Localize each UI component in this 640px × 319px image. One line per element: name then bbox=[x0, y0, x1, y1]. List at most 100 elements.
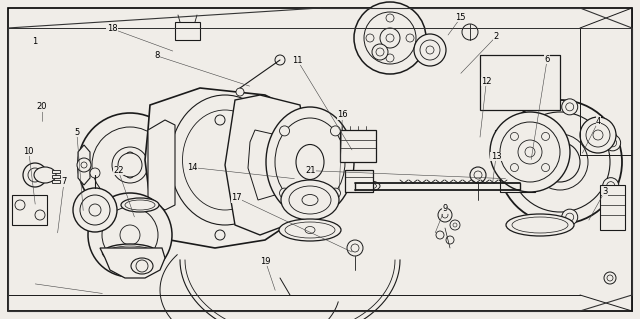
Text: 15: 15 bbox=[456, 13, 466, 22]
Text: 4: 4 bbox=[596, 117, 601, 126]
Circle shape bbox=[498, 100, 622, 224]
Ellipse shape bbox=[364, 183, 376, 189]
Circle shape bbox=[532, 134, 588, 190]
Ellipse shape bbox=[131, 258, 153, 274]
Bar bbox=[500, 170, 535, 192]
Polygon shape bbox=[100, 248, 165, 278]
Ellipse shape bbox=[279, 219, 341, 241]
Circle shape bbox=[35, 210, 45, 220]
Circle shape bbox=[215, 115, 225, 125]
Circle shape bbox=[386, 54, 394, 62]
Text: 10: 10 bbox=[24, 147, 34, 156]
Circle shape bbox=[28, 168, 42, 182]
Circle shape bbox=[376, 48, 384, 56]
Ellipse shape bbox=[302, 195, 318, 205]
Ellipse shape bbox=[125, 200, 155, 210]
Circle shape bbox=[364, 12, 416, 64]
Ellipse shape bbox=[266, 107, 354, 217]
Circle shape bbox=[605, 135, 621, 151]
Circle shape bbox=[607, 275, 613, 281]
Text: 2: 2 bbox=[493, 32, 499, 41]
Polygon shape bbox=[148, 120, 175, 210]
Circle shape bbox=[511, 164, 518, 172]
Text: 22: 22 bbox=[113, 166, 124, 175]
Circle shape bbox=[366, 34, 374, 42]
Text: 3: 3 bbox=[602, 187, 607, 196]
Polygon shape bbox=[145, 88, 300, 248]
Circle shape bbox=[609, 139, 616, 147]
Text: 13: 13 bbox=[491, 152, 501, 161]
Ellipse shape bbox=[506, 214, 574, 236]
Circle shape bbox=[562, 209, 578, 225]
Circle shape bbox=[514, 157, 526, 169]
Circle shape bbox=[280, 126, 289, 136]
Circle shape bbox=[347, 240, 363, 256]
Circle shape bbox=[372, 44, 388, 60]
Polygon shape bbox=[248, 130, 292, 200]
Ellipse shape bbox=[289, 186, 331, 214]
Polygon shape bbox=[52, 170, 60, 173]
Circle shape bbox=[89, 204, 101, 216]
Circle shape bbox=[354, 2, 426, 74]
Text: 14: 14 bbox=[187, 163, 197, 172]
Circle shape bbox=[173, 170, 177, 174]
Ellipse shape bbox=[285, 222, 335, 238]
Ellipse shape bbox=[512, 217, 568, 233]
Polygon shape bbox=[8, 8, 632, 311]
Ellipse shape bbox=[275, 118, 345, 206]
Ellipse shape bbox=[296, 145, 324, 180]
Bar bbox=[12, 195, 47, 225]
Bar bbox=[345, 170, 373, 192]
Circle shape bbox=[77, 158, 91, 172]
Ellipse shape bbox=[102, 244, 157, 262]
Circle shape bbox=[450, 220, 460, 230]
Text: 6: 6 bbox=[545, 55, 550, 63]
Circle shape bbox=[446, 236, 454, 244]
Circle shape bbox=[171, 168, 179, 176]
Circle shape bbox=[438, 208, 452, 222]
Circle shape bbox=[414, 34, 446, 66]
Circle shape bbox=[15, 200, 25, 210]
Circle shape bbox=[280, 188, 289, 198]
Circle shape bbox=[90, 168, 100, 178]
Ellipse shape bbox=[182, 110, 268, 210]
Ellipse shape bbox=[170, 95, 280, 225]
Circle shape bbox=[330, 126, 340, 136]
Circle shape bbox=[541, 132, 550, 140]
Circle shape bbox=[420, 40, 440, 60]
Circle shape bbox=[511, 132, 518, 140]
Text: 18: 18 bbox=[107, 24, 117, 33]
Ellipse shape bbox=[121, 198, 159, 212]
Circle shape bbox=[548, 150, 572, 174]
Circle shape bbox=[552, 154, 568, 170]
Text: 17: 17 bbox=[232, 193, 242, 202]
Text: 20: 20 bbox=[36, 102, 47, 111]
Circle shape bbox=[426, 46, 434, 54]
Polygon shape bbox=[225, 95, 310, 235]
Circle shape bbox=[73, 188, 117, 232]
Circle shape bbox=[88, 193, 172, 277]
Circle shape bbox=[136, 260, 148, 272]
Bar bbox=[175, 22, 200, 40]
Circle shape bbox=[118, 153, 142, 177]
Circle shape bbox=[474, 171, 482, 179]
Circle shape bbox=[275, 55, 285, 65]
Circle shape bbox=[566, 103, 573, 111]
Bar bbox=[480, 55, 560, 110]
Ellipse shape bbox=[106, 246, 154, 260]
Circle shape bbox=[351, 244, 359, 252]
Text: 19: 19 bbox=[260, 257, 271, 266]
Circle shape bbox=[566, 213, 573, 221]
Circle shape bbox=[78, 113, 182, 217]
Circle shape bbox=[500, 122, 560, 182]
Circle shape bbox=[607, 182, 615, 190]
Bar bbox=[340, 130, 376, 162]
Circle shape bbox=[23, 163, 47, 187]
Circle shape bbox=[540, 142, 580, 182]
Text: 5: 5 bbox=[74, 128, 79, 137]
Circle shape bbox=[386, 14, 394, 22]
Circle shape bbox=[462, 24, 478, 40]
Circle shape bbox=[442, 212, 448, 218]
Circle shape bbox=[510, 112, 610, 212]
Text: 16: 16 bbox=[337, 110, 348, 119]
